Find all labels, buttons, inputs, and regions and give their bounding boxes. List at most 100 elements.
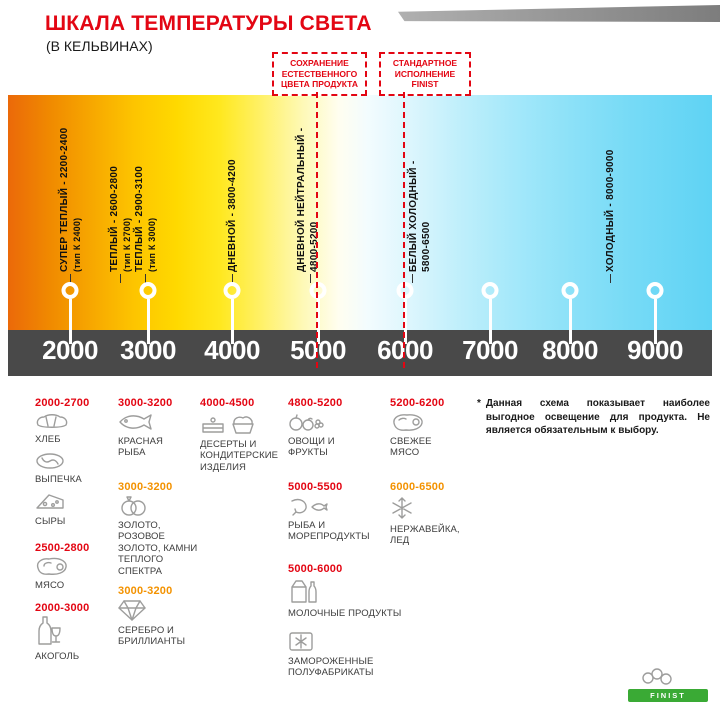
scale-tick: 9000 bbox=[627, 335, 683, 365]
zone-label-text: СУПЕР ТЕПЛЫЙ - 2200-2400 bbox=[59, 127, 70, 273]
category-label: СВЕЖЕЕ МЯСО bbox=[390, 436, 432, 459]
callout-dash-line bbox=[316, 92, 318, 372]
category-range-heading: 5000-5500 bbox=[288, 481, 343, 493]
category-label: ХЛЕБ bbox=[35, 434, 61, 445]
category-range-heading: 3000-3200 bbox=[118, 397, 173, 409]
pastry-icon bbox=[36, 453, 64, 469]
zone-label-text: БЕЛЫЙ ХОЛОДНЫЙ - bbox=[408, 160, 419, 272]
callout-dash-line bbox=[403, 92, 405, 372]
category-label: ОВОЩИ И ФРУКТЫ bbox=[288, 436, 335, 459]
category-label: АКОГОЛЬ bbox=[35, 651, 80, 662]
meat-icon bbox=[36, 557, 67, 575]
category-item-gold: ЗОЛОТО, РОЗОВОЕ ЗОЛОТО, КАМНИ ТЕПЛОГО СП… bbox=[118, 496, 198, 577]
category-item-silver: СЕРЕБРО И БРИЛЛИАНТЫ bbox=[118, 599, 190, 648]
zone-pointer-line bbox=[120, 274, 121, 283]
category-label: ЗОЛОТО, РОЗОВОЕ ЗОЛОТО, КАМНИ ТЕПЛОГО СП… bbox=[118, 520, 198, 577]
zone-pointer-line bbox=[610, 274, 611, 283]
category-label: НЕРЖАВЕЙКА, ЛЕД bbox=[390, 524, 460, 547]
scale-tick: 7000 bbox=[462, 335, 518, 365]
produce-cluster-icon bbox=[642, 668, 672, 685]
diamond-icon bbox=[118, 600, 146, 621]
category-item-meat: МЯСО bbox=[35, 556, 99, 591]
footnote: * Данная схема показывает наиболее выгод… bbox=[477, 397, 710, 438]
temperature-gradient bbox=[8, 95, 712, 330]
category-item-fresh-meat: СВЕЖЕЕ МЯСО bbox=[390, 412, 446, 459]
category-label: ВЫПЕЧКА bbox=[35, 474, 82, 485]
zone-label-text: ХОЛОДНЫЙ - 8000-9000 bbox=[605, 149, 616, 272]
category-label: МОЛОЧНЫЕ ПРОДУКТЫ bbox=[288, 608, 402, 619]
zone-label-text: ДНЕВНОЙ - 3800-4200 bbox=[227, 159, 238, 272]
category-item-bread: ХЛЕБ bbox=[35, 412, 99, 445]
zone-label-warm-3000: ТЕПЛЫЙ - 2900-3100 (тип К 3000) bbox=[133, 98, 158, 272]
scale-bar bbox=[8, 330, 712, 376]
zone-label-text: 4800-5200 bbox=[309, 221, 320, 272]
category-range-heading: 4800-5200 bbox=[288, 397, 343, 409]
footnote-text: Данная схема показывает наиболее выгодно… bbox=[485, 398, 710, 436]
category-range-heading: 2000-3000 bbox=[35, 602, 90, 614]
page-subtitle: (В КЕЛЬВИНАХ) bbox=[46, 38, 153, 54]
category-item-cheese: СЫРЫ bbox=[35, 492, 99, 527]
zone-label-sub: (тип К 2400) bbox=[72, 217, 82, 272]
zone-label-text: ТЕПЛЫЙ - 2600-2800 bbox=[109, 165, 120, 272]
scale-tick: 5000 bbox=[290, 335, 346, 365]
fruits-icon bbox=[289, 414, 324, 431]
zone-pointer-line bbox=[232, 274, 233, 283]
scale-tick: 4000 bbox=[204, 335, 260, 365]
zone-label-warm-2700: ТЕПЛЫЙ - 2600-2800 (тип К 2700) bbox=[108, 98, 133, 272]
zone-pointer-line bbox=[145, 274, 146, 283]
zone-label-daylight: ДНЕВНОЙ - 3800-4200 bbox=[226, 98, 239, 272]
scale-pin bbox=[139, 282, 157, 299]
page-title: ШКАЛА ТЕМПЕРАТУРЫ СВЕТА bbox=[45, 12, 372, 35]
scale-pin bbox=[561, 282, 579, 299]
callout-preserve-color: СОХРАНЕНИЕ ЕСТЕСТВЕННОГО ЦВЕТА ПРОДУКТА bbox=[272, 52, 367, 96]
category-item-alcohol: АКОГОЛЬ bbox=[35, 615, 99, 662]
zone-label-text: 5800-6500 bbox=[421, 221, 432, 272]
category-range-heading: 5200-6200 bbox=[390, 397, 445, 409]
category-range-heading: 2500-2800 bbox=[35, 542, 90, 554]
zone-label-text: ДНЕВНОЙ НЕЙТРАЛЬНЫЙ - bbox=[296, 127, 307, 272]
category-item-seafood: РЫБА И МОРЕПРОДУКТЫ bbox=[288, 496, 374, 543]
category-item-ice: НЕРЖАВЕЙКА, ЛЕД bbox=[390, 496, 462, 547]
zone-pointer-line bbox=[412, 274, 413, 283]
category-item-pastry: ВЫПЕЧКА bbox=[35, 452, 99, 485]
zone-label-sub: (тип К 3000) bbox=[147, 217, 157, 272]
category-range-heading: 3000-3200 bbox=[118, 585, 173, 597]
category-item-desserts: ДЕСЕРТЫ И КОНДИТЕРСКИЕ ИЗДЕЛИЯ bbox=[200, 411, 280, 473]
zone-pointer-line bbox=[70, 274, 71, 283]
corner-ribbon bbox=[398, 5, 720, 22]
bread-icon bbox=[36, 414, 68, 428]
category-item-dairy: МОЛОЧНЫЕ ПРОДУКТЫ bbox=[288, 578, 402, 619]
category-label: РЫБА И МОРЕПРОДУКТЫ bbox=[288, 520, 370, 543]
scale-pin bbox=[396, 282, 414, 299]
category-item-red-fish: КРАСНАЯ РЫБА bbox=[118, 412, 184, 459]
zone-pointer-line bbox=[310, 274, 311, 283]
footnote-asterisk: * bbox=[477, 398, 481, 409]
milk-icon bbox=[291, 580, 317, 603]
alcohol-icon bbox=[38, 616, 61, 645]
category-label: ЗАМОРОЖЕННЫЕ ПОЛУФАБРИКАТЫ bbox=[288, 656, 374, 679]
scale-pin bbox=[481, 282, 499, 299]
scale-pin bbox=[61, 282, 79, 299]
fish-icon bbox=[119, 414, 152, 430]
callout-standard-finist: СТАНДАРТНОЕ ИСПОЛНЕНИЕ FINIST bbox=[379, 52, 471, 96]
zone-label-cold: ХОЛОДНЫЙ - 8000-9000 bbox=[604, 98, 617, 272]
category-range-heading: 4000-4500 bbox=[200, 397, 255, 409]
cheese-icon bbox=[36, 494, 64, 509]
ice-icon bbox=[392, 497, 412, 519]
scale-tick: 8000 bbox=[542, 335, 598, 365]
fresh-meat-icon bbox=[393, 414, 423, 431]
category-range-heading: 5000-6000 bbox=[288, 563, 343, 575]
category-label: ДЕСЕРТЫ И КОНДИТЕРСКИЕ ИЗДЕЛИЯ bbox=[200, 439, 279, 473]
zone-label-sub: (тип К 2700) bbox=[122, 217, 132, 272]
category-item-frozen: ЗАМОРОЖЕННЫЕ ПОЛУФАБРИКАТЫ bbox=[288, 630, 380, 679]
scale-pin bbox=[223, 282, 241, 299]
scale-pin bbox=[646, 282, 664, 299]
category-range-heading: 3000-3200 bbox=[118, 481, 173, 493]
seafood-icon bbox=[291, 498, 328, 516]
category-label: МЯСО bbox=[35, 580, 65, 591]
category-range-heading: 2000-2700 bbox=[35, 397, 90, 409]
category-label: КРАСНАЯ РЫБА bbox=[118, 436, 163, 459]
category-label: СЫРЫ bbox=[35, 516, 66, 527]
scale-pin bbox=[309, 282, 327, 299]
